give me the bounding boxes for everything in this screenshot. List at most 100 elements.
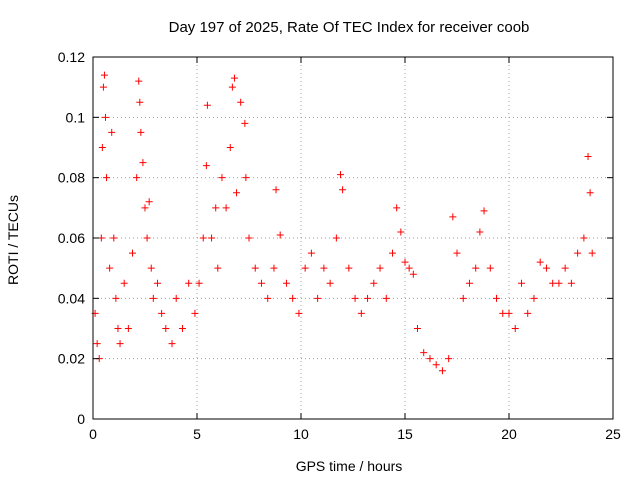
data-point [103,174,111,182]
data-point [257,279,265,287]
y-tick-label: 0.08 [58,170,85,186]
data-point [199,234,207,242]
y-tick-label: 0 [77,411,85,427]
data-point [389,249,397,257]
data-point [203,101,211,109]
data-point [214,264,222,272]
data-point [233,189,241,197]
data-point [172,294,180,302]
data-point [505,309,513,317]
data-point [499,309,507,317]
data-point [307,249,315,257]
data-point [445,355,453,363]
data-point [116,340,124,348]
data-point [420,349,428,357]
data-point [314,294,322,302]
data-point [264,294,272,302]
data-point [120,279,128,287]
data-point [245,234,253,242]
data-point [561,264,569,272]
data-point [145,198,153,206]
data-point [168,340,176,348]
data-point [345,264,353,272]
data-point [237,98,245,106]
data-point [393,204,401,212]
data-point [143,234,151,242]
x-tick-label: 25 [605,426,621,442]
data-point [149,294,157,302]
x-tick-label: 0 [89,426,97,442]
data-point [337,171,345,179]
data-point [320,264,328,272]
x-axis-label: GPS time / hours [296,458,403,474]
data-point [376,264,384,272]
data-point [222,204,230,212]
data-point [524,309,532,317]
y-tick-label: 0.12 [58,49,85,65]
data-point [129,249,137,257]
data-point [480,207,488,215]
data-point [332,234,340,242]
data-point [364,294,372,302]
data-point [251,264,259,272]
data-point [382,294,390,302]
data-point [549,279,557,287]
data-point [178,325,186,332]
data-point [226,144,234,151]
data-point [405,264,413,272]
data-point [584,153,592,161]
data-point [555,279,563,287]
data-point [162,325,170,332]
data-point [101,113,109,121]
data-point [465,279,473,287]
data-point [153,279,161,287]
data-point [114,325,122,332]
data-point [517,279,525,287]
data-point [493,294,501,302]
data-point [272,186,280,194]
y-tick-label: 0.02 [58,351,85,367]
data-point [185,279,193,287]
data-point [326,279,334,287]
data-point [108,128,116,136]
data-point [588,249,596,257]
chart-title: Day 197 of 2025, Rate Of TEC Index for r… [169,19,530,36]
y-axis-label: ROTI / TECUs [5,195,21,285]
data-point [147,264,155,272]
data-point [230,74,238,82]
data-point [397,228,405,236]
data-point [241,119,249,127]
y-tick-label: 0.1 [66,109,86,125]
data-point [542,264,550,272]
data-point [530,294,538,302]
data-point [295,309,303,317]
data-points [91,71,596,375]
data-point [449,213,457,221]
data-point [351,294,359,302]
data-point [282,279,290,287]
y-tick-label: 0.04 [58,290,85,306]
data-point [289,294,297,302]
data-point [486,264,494,272]
data-point [208,234,216,242]
data-point [191,309,199,317]
data-point [136,98,144,106]
data-point [453,249,461,257]
data-point [438,367,446,375]
data-point [339,186,347,194]
data-point [357,309,365,317]
data-point [580,234,588,242]
data-point [141,204,149,212]
data-point [586,189,594,197]
data-point [472,264,480,272]
x-tick-label: 20 [501,426,517,442]
data-point [93,340,101,348]
data-point [401,258,409,266]
data-point [99,83,107,91]
data-point [124,325,132,332]
data-point [413,325,421,332]
data-point [158,309,166,317]
y-tick-label: 0.06 [58,230,85,246]
